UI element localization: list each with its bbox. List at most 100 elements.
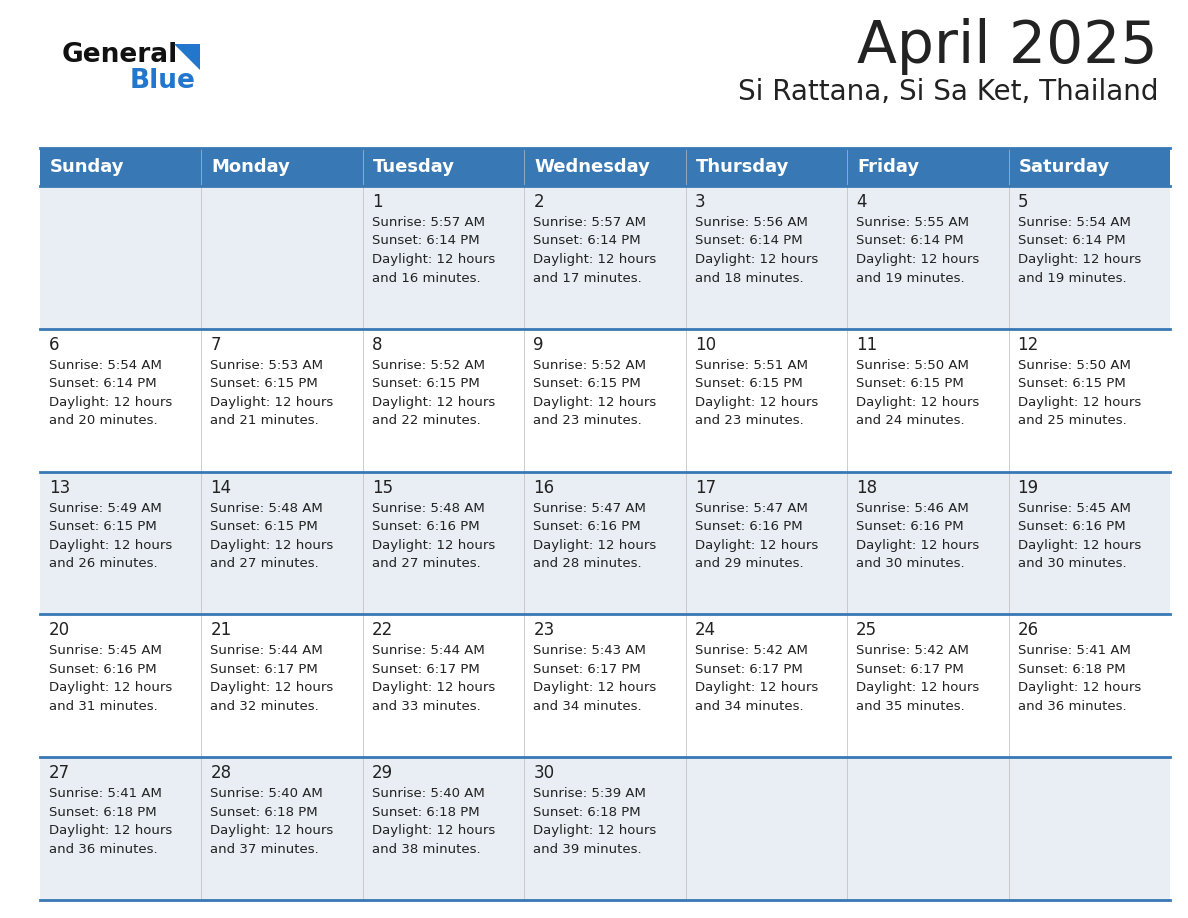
Text: and 38 minutes.: and 38 minutes. <box>372 843 480 856</box>
Text: Sunrise: 5:55 AM: Sunrise: 5:55 AM <box>857 216 969 229</box>
Bar <box>847 472 1009 614</box>
Text: Sunrise: 5:45 AM: Sunrise: 5:45 AM <box>49 644 162 657</box>
Text: Sunset: 6:15 PM: Sunset: 6:15 PM <box>49 521 157 533</box>
Text: 26: 26 <box>1018 621 1038 640</box>
Bar <box>1009 186 1170 329</box>
Bar <box>40 614 202 757</box>
Bar <box>685 757 847 900</box>
Text: Daylight: 12 hours: Daylight: 12 hours <box>210 539 334 552</box>
Bar <box>685 472 847 614</box>
Text: 30: 30 <box>533 764 555 782</box>
Text: 6: 6 <box>49 336 59 353</box>
Text: 27: 27 <box>49 764 70 782</box>
Text: Sunset: 6:14 PM: Sunset: 6:14 PM <box>372 234 480 248</box>
Text: Sunset: 6:15 PM: Sunset: 6:15 PM <box>533 377 642 390</box>
Text: Sunset: 6:16 PM: Sunset: 6:16 PM <box>533 521 640 533</box>
Text: 5: 5 <box>1018 193 1028 211</box>
Text: Daylight: 12 hours: Daylight: 12 hours <box>49 396 172 409</box>
Text: 4: 4 <box>857 193 866 211</box>
Text: Daylight: 12 hours: Daylight: 12 hours <box>695 681 819 694</box>
Text: 11: 11 <box>857 336 878 353</box>
Text: and 37 minutes.: and 37 minutes. <box>210 843 320 856</box>
Text: Sunday: Sunday <box>50 158 125 176</box>
Text: Sunset: 6:15 PM: Sunset: 6:15 PM <box>1018 377 1125 390</box>
Text: Sunrise: 5:40 AM: Sunrise: 5:40 AM <box>372 788 485 800</box>
Bar <box>40 186 202 329</box>
Text: Daylight: 12 hours: Daylight: 12 hours <box>533 681 657 694</box>
Text: and 21 minutes.: and 21 minutes. <box>210 414 320 427</box>
Text: and 28 minutes.: and 28 minutes. <box>533 557 642 570</box>
Bar <box>524 148 685 186</box>
Bar <box>847 148 1009 186</box>
Text: Daylight: 12 hours: Daylight: 12 hours <box>695 396 819 409</box>
Text: 24: 24 <box>695 621 716 640</box>
Text: Daylight: 12 hours: Daylight: 12 hours <box>49 539 172 552</box>
Text: Sunrise: 5:49 AM: Sunrise: 5:49 AM <box>49 501 162 515</box>
Text: Sunset: 6:14 PM: Sunset: 6:14 PM <box>49 377 157 390</box>
Text: Sunrise: 5:56 AM: Sunrise: 5:56 AM <box>695 216 808 229</box>
Text: Sunrise: 5:41 AM: Sunrise: 5:41 AM <box>1018 644 1131 657</box>
Bar <box>40 148 202 186</box>
Text: and 22 minutes.: and 22 minutes. <box>372 414 481 427</box>
Text: Daylight: 12 hours: Daylight: 12 hours <box>533 253 657 266</box>
Text: and 23 minutes.: and 23 minutes. <box>533 414 642 427</box>
Text: Daylight: 12 hours: Daylight: 12 hours <box>49 824 172 837</box>
Text: Sunset: 6:15 PM: Sunset: 6:15 PM <box>695 377 802 390</box>
Text: 13: 13 <box>49 478 70 497</box>
Text: April 2025: April 2025 <box>858 18 1158 75</box>
Text: Sunrise: 5:47 AM: Sunrise: 5:47 AM <box>533 501 646 515</box>
Text: 29: 29 <box>372 764 393 782</box>
Text: Sunset: 6:17 PM: Sunset: 6:17 PM <box>210 663 318 676</box>
Text: Sunset: 6:16 PM: Sunset: 6:16 PM <box>857 521 963 533</box>
Bar <box>685 186 847 329</box>
Text: Blue: Blue <box>129 68 196 94</box>
Text: Friday: Friday <box>858 158 920 176</box>
Bar <box>1009 329 1170 472</box>
Text: and 19 minutes.: and 19 minutes. <box>857 272 965 285</box>
Text: Si Rattana, Si Sa Ket, Thailand: Si Rattana, Si Sa Ket, Thailand <box>738 78 1158 106</box>
Text: Sunrise: 5:50 AM: Sunrise: 5:50 AM <box>1018 359 1131 372</box>
Text: and 16 minutes.: and 16 minutes. <box>372 272 480 285</box>
Bar <box>524 614 685 757</box>
Text: Sunrise: 5:57 AM: Sunrise: 5:57 AM <box>533 216 646 229</box>
Text: Sunset: 6:16 PM: Sunset: 6:16 PM <box>695 521 802 533</box>
Text: Wednesday: Wednesday <box>535 158 650 176</box>
Text: 28: 28 <box>210 764 232 782</box>
Text: and 19 minutes.: and 19 minutes. <box>1018 272 1126 285</box>
Bar <box>202 614 362 757</box>
Text: and 33 minutes.: and 33 minutes. <box>372 700 481 713</box>
Text: Daylight: 12 hours: Daylight: 12 hours <box>372 396 495 409</box>
Text: and 35 minutes.: and 35 minutes. <box>857 700 965 713</box>
Bar <box>685 329 847 472</box>
Text: Sunset: 6:16 PM: Sunset: 6:16 PM <box>1018 521 1125 533</box>
Text: Daylight: 12 hours: Daylight: 12 hours <box>857 396 979 409</box>
Bar <box>202 186 362 329</box>
Text: Daylight: 12 hours: Daylight: 12 hours <box>857 681 979 694</box>
Text: and 18 minutes.: and 18 minutes. <box>695 272 803 285</box>
Text: and 17 minutes.: and 17 minutes. <box>533 272 642 285</box>
Bar <box>362 148 524 186</box>
Text: Sunrise: 5:47 AM: Sunrise: 5:47 AM <box>695 501 808 515</box>
Text: and 25 minutes.: and 25 minutes. <box>1018 414 1126 427</box>
Text: and 27 minutes.: and 27 minutes. <box>372 557 481 570</box>
Text: Sunset: 6:18 PM: Sunset: 6:18 PM <box>533 806 640 819</box>
Text: Daylight: 12 hours: Daylight: 12 hours <box>210 681 334 694</box>
Text: Sunset: 6:17 PM: Sunset: 6:17 PM <box>372 663 480 676</box>
Bar <box>202 757 362 900</box>
Bar <box>524 757 685 900</box>
Bar <box>847 329 1009 472</box>
Text: Sunset: 6:14 PM: Sunset: 6:14 PM <box>695 234 802 248</box>
Bar <box>847 614 1009 757</box>
Text: Monday: Monday <box>211 158 290 176</box>
Text: 20: 20 <box>49 621 70 640</box>
Text: 10: 10 <box>695 336 716 353</box>
Text: Sunset: 6:16 PM: Sunset: 6:16 PM <box>49 663 157 676</box>
Text: Sunrise: 5:42 AM: Sunrise: 5:42 AM <box>857 644 969 657</box>
Text: Sunrise: 5:40 AM: Sunrise: 5:40 AM <box>210 788 323 800</box>
Text: Sunset: 6:15 PM: Sunset: 6:15 PM <box>210 521 318 533</box>
Text: 22: 22 <box>372 621 393 640</box>
Bar <box>685 614 847 757</box>
Text: Sunset: 6:15 PM: Sunset: 6:15 PM <box>372 377 480 390</box>
Text: Daylight: 12 hours: Daylight: 12 hours <box>1018 396 1140 409</box>
Text: Sunset: 6:15 PM: Sunset: 6:15 PM <box>210 377 318 390</box>
